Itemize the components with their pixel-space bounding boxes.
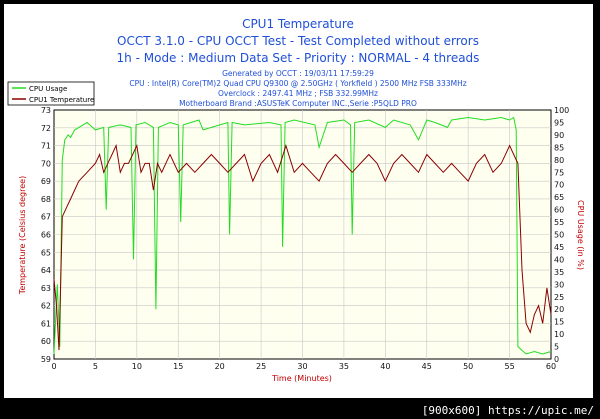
- y-right-tick-label: 70: [554, 181, 564, 190]
- x-tick-label: 40: [380, 362, 390, 371]
- x-tick-label: 45: [422, 362, 432, 371]
- y-right-tick-label: 35: [554, 268, 564, 277]
- y-left-tick-label: 60: [41, 337, 51, 346]
- x-tick-label: 15: [173, 362, 183, 371]
- grid-lines: [54, 110, 551, 359]
- legend-label-cpu-usage: CPU Usage: [29, 85, 67, 93]
- y-right-tick-label: 25: [554, 293, 564, 302]
- y-axis-left-label: Temperature (Celsius degree): [18, 176, 27, 295]
- x-tick-label: 50: [463, 362, 473, 371]
- x-tick-label: 25: [256, 362, 266, 371]
- legend: CPU Usage CPU1 Temperature: [7, 81, 95, 106]
- info-generated: Generated by OCCT : 19/03/11 17:59:29: [222, 69, 374, 78]
- x-tick-label: 0: [51, 362, 56, 371]
- x-tick-label: 35: [339, 362, 349, 371]
- y-left-tick-label: 59: [41, 355, 51, 364]
- x-tick-label: 10: [132, 362, 142, 371]
- y-left-tick-label: 70: [41, 159, 51, 168]
- chart-title: CPU1 Temperature: [242, 17, 354, 31]
- y-right-tick-label: 55: [554, 218, 564, 227]
- y-right-tick-label: 40: [554, 255, 564, 264]
- y-right-tick-label: 60: [554, 206, 564, 215]
- y-right-tick-label: 100: [554, 106, 569, 115]
- y-right-tick-label: 65: [554, 193, 564, 202]
- chart-subtitle-1: OCCT 3.1.0 - CPU OCCT Test - Test Comple…: [117, 34, 479, 48]
- cpu-temperature-chart: CPU1 Temperature OCCT 3.1.0 - CPU OCCT T…: [7, 17, 585, 383]
- y-right-tick-label: 50: [554, 231, 564, 240]
- y-axis-right-label: CPU Usage (in %): [576, 200, 585, 270]
- y-right-tick-label: 95: [554, 118, 564, 127]
- y-right-tick-label: 20: [554, 305, 564, 314]
- y-left-tick-label: 65: [41, 248, 51, 257]
- y-left-tick-label: 63: [41, 284, 51, 293]
- y-left-tick-label: 66: [41, 231, 51, 240]
- y-left-tick-label: 67: [41, 213, 51, 222]
- y-left-tick-label: 64: [41, 266, 51, 275]
- y-right-tick-label: 75: [554, 168, 564, 177]
- x-axis-label: Time (Minutes): [271, 374, 332, 383]
- axis-ticks: 0 5 10 15 20 25 30 35 40 45 50 55 605960616263646566…: [41, 106, 569, 371]
- y-left-tick-label: 62: [41, 302, 51, 311]
- x-tick-label: 20: [215, 362, 225, 371]
- y-right-tick-label: 80: [554, 156, 564, 165]
- y-left-tick-label: 72: [41, 124, 51, 133]
- y-left-tick-label: 69: [41, 177, 51, 186]
- watermark: [900x600] https://upic.me/: [421, 404, 594, 417]
- y-right-tick-label: 85: [554, 143, 564, 152]
- series-lines: [53, 116, 552, 355]
- legend-box: [7, 81, 95, 106]
- y-left-tick-label: 73: [41, 106, 51, 115]
- info-motherboard: Motherboard Brand :ASUSTeK Computer INC.…: [179, 99, 417, 108]
- chart-frame: CPU1 Temperature OCCT 3.1.0 - CPU OCCT T…: [4, 4, 593, 398]
- info-overclock: Overclock : 2497.41 MHz ; FSB 332.99MHz: [218, 89, 378, 98]
- y-left-tick-label: 68: [41, 195, 51, 204]
- y-right-tick-label: 30: [554, 280, 564, 289]
- legend-label-cpu1-temperature: CPU1 Temperature: [29, 96, 94, 104]
- y-right-tick-label: 45: [554, 243, 564, 252]
- x-tick-label: 55: [504, 362, 514, 371]
- y-left-tick-label: 61: [41, 319, 51, 328]
- x-tick-label: 30: [297, 362, 307, 371]
- chart-subtitle-2: 1h - Mode : Medium Data Set - Priority :…: [117, 51, 480, 65]
- x-tick-label: 60: [546, 362, 556, 371]
- x-tick-label: 5: [93, 362, 98, 371]
- y-right-tick-label: 5: [554, 343, 559, 352]
- y-right-tick-label: 15: [554, 318, 564, 327]
- y-right-tick-label: 0: [554, 355, 559, 364]
- y-right-tick-label: 90: [554, 131, 564, 140]
- line-cpu-usage: [53, 116, 552, 355]
- line-cpu1-temperature: [53, 143, 552, 351]
- info-cpu: CPU : Intel(R) Core(TM)2 Quad CPU Q9300 …: [129, 79, 466, 88]
- y-left-tick-label: 71: [41, 142, 51, 151]
- y-right-tick-label: 10: [554, 330, 564, 339]
